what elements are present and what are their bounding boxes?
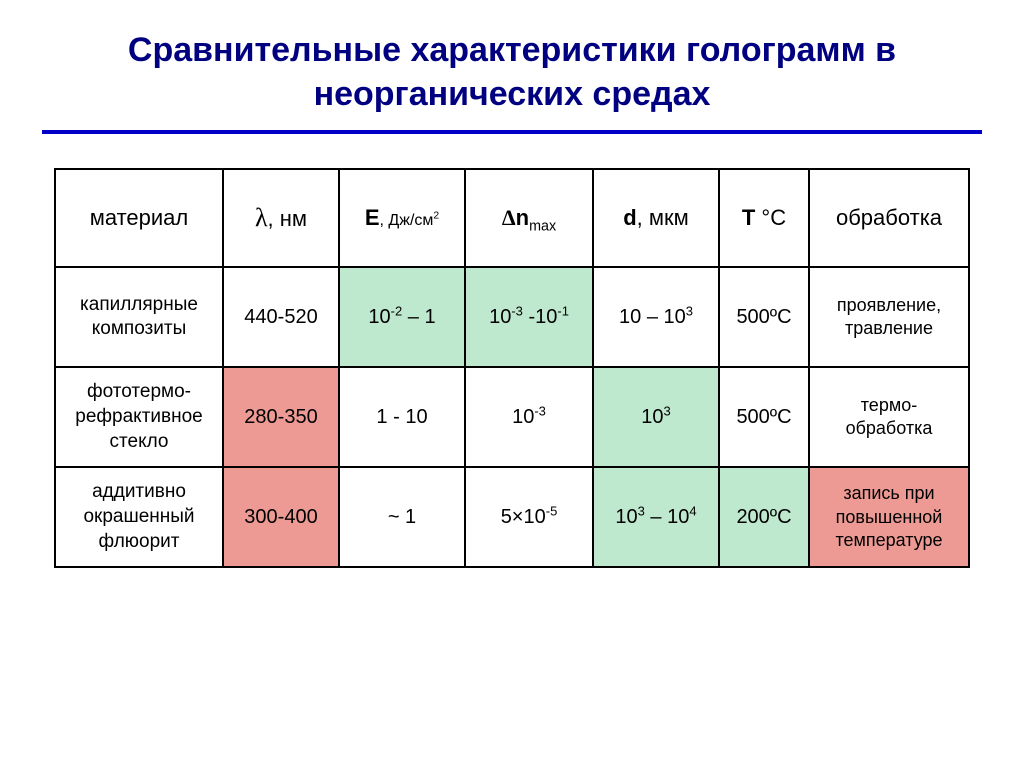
d-unit: , мкм <box>637 205 689 230</box>
n-symbol: n <box>516 205 529 230</box>
n-sub: max <box>529 218 556 234</box>
cell-energy: ~ 1 <box>339 467 465 567</box>
cell-material: аддитивноокрашенныйфлюорит <box>55 467 223 567</box>
cell-temperature: 200ºC <box>719 467 809 567</box>
t-unit: °C <box>755 205 786 230</box>
cell-material: фототермо-рефрактивноестекло <box>55 367 223 467</box>
lambda-symbol: λ <box>255 203 268 232</box>
col-header-processing: обработка <box>809 169 969 267</box>
d-symbol: d <box>623 205 636 230</box>
col-header-energy: E, Дж/см2 <box>339 169 465 267</box>
cell-thickness: 103 <box>593 367 719 467</box>
table-row: капиллярныекомпозиты440-52010-2 – 110-3 … <box>55 267 969 367</box>
table-row: аддитивноокрашенныйфлюорит300-400~ 15×10… <box>55 467 969 567</box>
cell-lambda: 440-520 <box>223 267 339 367</box>
cell-energy: 10-2 – 1 <box>339 267 465 367</box>
cell-processing: проявление,травление <box>809 267 969 367</box>
cell-delta-n: 5×10-5 <box>465 467 593 567</box>
col-header-delta-n: Δnmax <box>465 169 593 267</box>
cell-lambda: 280-350 <box>223 367 339 467</box>
t-symbol: T <box>742 205 755 230</box>
cell-processing: термо-обработка <box>809 367 969 467</box>
e-unit: , Дж/см2 <box>380 212 440 229</box>
lambda-unit: , нм <box>268 206 308 231</box>
cell-thickness: 10 – 103 <box>593 267 719 367</box>
cell-delta-n: 10-3 <box>465 367 593 467</box>
table-row: фототермо-рефрактивноестекло280-3501 - 1… <box>55 367 969 467</box>
comparison-table: материал λ, нм E, Дж/см2 Δnmax d, мкм T … <box>54 168 970 568</box>
table-body: капиллярныекомпозиты440-52010-2 – 110-3 … <box>55 267 969 567</box>
cell-material: капиллярныекомпозиты <box>55 267 223 367</box>
cell-thickness: 103 – 104 <box>593 467 719 567</box>
e-symbol: E <box>365 205 380 230</box>
col-header-material: материал <box>55 169 223 267</box>
col-header-lambda: λ, нм <box>223 169 339 267</box>
delta-symbol: Δ <box>502 205 516 230</box>
slide-title: Сравнительные характеристики голограмм в… <box>42 28 982 116</box>
cell-processing: запись приповышеннойтемпературе <box>809 467 969 567</box>
cell-temperature: 500ºC <box>719 267 809 367</box>
cell-temperature: 500ºC <box>719 367 809 467</box>
cell-delta-n: 10-3 -10-1 <box>465 267 593 367</box>
cell-energy: 1 - 10 <box>339 367 465 467</box>
col-header-thickness: d, мкм <box>593 169 719 267</box>
col-header-temperature: T °C <box>719 169 809 267</box>
cell-lambda: 300-400 <box>223 467 339 567</box>
title-underline <box>42 130 982 134</box>
